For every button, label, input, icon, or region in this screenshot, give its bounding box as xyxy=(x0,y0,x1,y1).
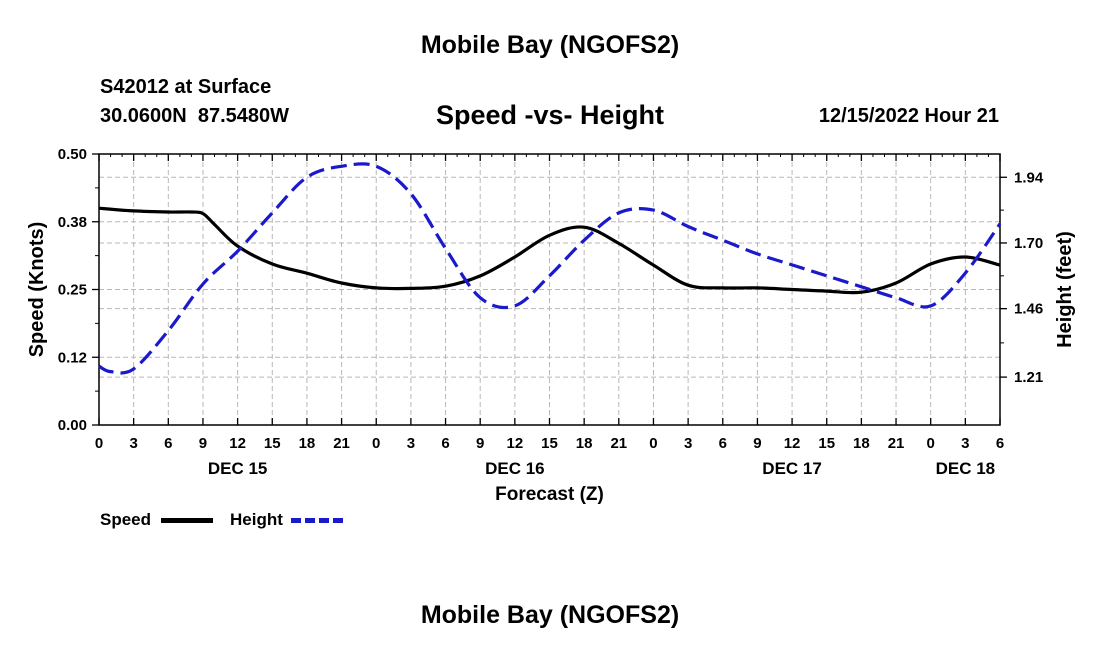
legend-height-label: Height xyxy=(230,510,283,529)
y-tick-label: 0.38 xyxy=(58,214,87,231)
x-tick-label: 6 xyxy=(164,435,172,452)
labels-layer: 0 3 6 9 12 15 18 21 0 3 6 9 12 15 18 21 0 3 6 9 12 15 18 21 0 3 6 0… xyxy=(26,146,1076,505)
y2-axis-title: Height (feet) xyxy=(1054,231,1076,348)
legend-speed-label: Speed xyxy=(100,510,152,529)
x-tick-label: 18 xyxy=(853,435,870,452)
x-tick-label: 18 xyxy=(576,435,593,452)
x-tick-label: 6 xyxy=(719,435,727,452)
x-date-label: DEC 15 xyxy=(208,459,268,478)
legend-speed-swatch xyxy=(161,518,213,523)
x-tick-label: 15 xyxy=(264,435,281,452)
x-tick-label: 3 xyxy=(407,435,415,452)
ticks-layer xyxy=(92,153,1007,426)
grid-layer xyxy=(99,154,1000,425)
x-tick-label: 0 xyxy=(95,435,103,452)
x-tick-label: 21 xyxy=(888,435,905,452)
y-tick-label: 0.00 xyxy=(58,417,87,434)
chart-subtitle: Speed -vs- Height xyxy=(435,100,665,130)
x-tick-label: 6 xyxy=(996,435,1004,452)
x-tick-label: 21 xyxy=(610,435,627,452)
x-tick-label: 0 xyxy=(649,435,657,452)
x-tick-label: 18 xyxy=(299,435,316,452)
x-tick-label: 6 xyxy=(441,435,449,452)
x-tick-label: 9 xyxy=(753,435,761,452)
x-date-label: DEC 18 xyxy=(936,459,996,478)
series-height-line xyxy=(98,162,1002,375)
y-tick-label: 0.12 xyxy=(58,349,87,366)
y-axis-title: Speed (Knots) xyxy=(26,222,48,358)
x-tick-label: 3 xyxy=(961,435,969,452)
x-tick-label: 15 xyxy=(818,435,835,452)
y2-tick-label: 1.46 xyxy=(1014,301,1043,318)
y2-tick-label: 1.94 xyxy=(1014,169,1044,186)
x-tick-label: 9 xyxy=(476,435,484,452)
x-tick-label: 3 xyxy=(129,435,137,452)
legend-height-swatch xyxy=(291,518,343,523)
x-tick-label: 12 xyxy=(229,435,246,452)
y2-tick-label: 1.21 xyxy=(1014,369,1043,386)
x-tick-label: 12 xyxy=(784,435,801,452)
page-title: Mobile Bay (NGOFS2) xyxy=(420,31,680,59)
x-tick-label: 0 xyxy=(927,435,935,452)
x-tick-label: 21 xyxy=(333,435,350,452)
x-tick-label: 0 xyxy=(372,435,380,452)
forecast-timestamp: 12/15/2022 Hour 21 xyxy=(818,105,999,127)
y-tick-label: 0.25 xyxy=(58,282,87,299)
x-tick-label: 3 xyxy=(684,435,692,452)
x-tick-label: 12 xyxy=(507,435,524,452)
station-coords: 30.0600N 87.5480W xyxy=(100,105,290,127)
x-date-label: DEC 16 xyxy=(485,459,545,478)
y-tick-label: 0.50 xyxy=(58,146,87,163)
x-date-label: DEC 17 xyxy=(762,459,822,478)
y2-tick-label: 1.70 xyxy=(1014,235,1043,252)
x-tick-label: 15 xyxy=(541,435,558,452)
series-speed-line xyxy=(98,206,1001,295)
station-label: S42012 at Surface xyxy=(100,76,272,98)
footer-title: Mobile Bay (NGOFS2) xyxy=(420,601,680,629)
series-layer xyxy=(98,162,1002,375)
x-tick-label: 9 xyxy=(199,435,207,452)
x-axis-title: Forecast (Z) xyxy=(495,484,604,505)
